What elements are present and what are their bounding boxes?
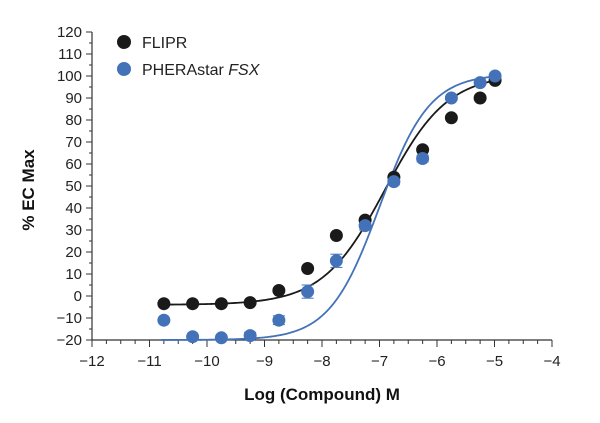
data-point-pherastar — [243, 329, 257, 343]
x-tick-label: −8 — [313, 353, 330, 370]
y-tick-label: 60 — [65, 156, 82, 173]
x-tick-label: −7 — [371, 353, 388, 370]
data-point-pherastar — [387, 175, 401, 189]
y-tick-label: 110 — [58, 46, 82, 63]
y-tick-label: 10 — [65, 266, 82, 283]
data-point-flipr — [186, 297, 200, 311]
legend: FLIPR PHERAstar FSX — [117, 35, 261, 79]
legend-marker-flipr — [117, 35, 131, 49]
data-point-pherastar — [272, 313, 286, 327]
y-tick-label: 80 — [65, 112, 82, 129]
axes: −20 −10 0 10 20 30 40 50 60 70 80 90 100 110 120 −12 −11… — [57, 24, 561, 370]
data-points — [157, 69, 502, 345]
data-point-pherastar — [473, 76, 487, 90]
y-tick-label: 30 — [65, 222, 82, 239]
x-axis-title: Log (Compound) M — [244, 385, 400, 404]
legend-marker-pherastar — [117, 62, 131, 76]
data-point-pherastar — [488, 69, 502, 83]
data-point-pherastar — [329, 254, 343, 268]
data-point-pherastar — [444, 91, 458, 105]
y-axis-title: % EC Max — [19, 149, 38, 231]
y-tick-label: 50 — [65, 178, 82, 195]
data-point-pherastar — [186, 330, 200, 344]
data-point-flipr — [243, 296, 257, 310]
x-tick-label: −11 — [137, 353, 161, 370]
y-tick-label: 40 — [65, 200, 82, 217]
data-point-flipr — [444, 111, 458, 125]
x-tick-label: −10 — [194, 353, 219, 370]
data-point-pherastar — [214, 331, 228, 345]
x-tick-label: −9 — [256, 353, 273, 370]
y-tick-label: −10 — [57, 310, 82, 327]
error-bars — [244, 154, 429, 340]
legend-label-pherastar: PHERAstar FSX — [142, 62, 261, 79]
x-tick-label: −6 — [428, 353, 445, 370]
legend-label-flipr: FLIPR — [142, 35, 187, 52]
y-tick-label: 0 — [74, 288, 82, 305]
y-tick-label: −20 — [57, 332, 82, 349]
data-point-pherastar — [301, 285, 315, 299]
x-tick-label: −12 — [79, 353, 104, 370]
x-tick-label: −5 — [486, 353, 503, 370]
data-point-flipr — [214, 297, 228, 311]
data-point-flipr — [473, 91, 487, 105]
data-point-pherastar — [416, 152, 430, 165]
data-point-flipr — [301, 262, 315, 275]
data-point-flipr — [157, 297, 171, 311]
y-tick-label: 100 — [57, 68, 82, 85]
y-tick-label: 90 — [65, 90, 82, 107]
x-tick-label: −4 — [543, 353, 560, 370]
y-tick-label: 120 — [57, 24, 82, 41]
data-point-flipr — [329, 229, 343, 242]
y-tick-label: 20 — [65, 244, 82, 261]
y-tick-label: 70 — [65, 134, 82, 151]
data-point-flipr — [272, 284, 286, 297]
data-point-pherastar — [157, 313, 171, 327]
data-point-pherastar — [358, 219, 372, 233]
